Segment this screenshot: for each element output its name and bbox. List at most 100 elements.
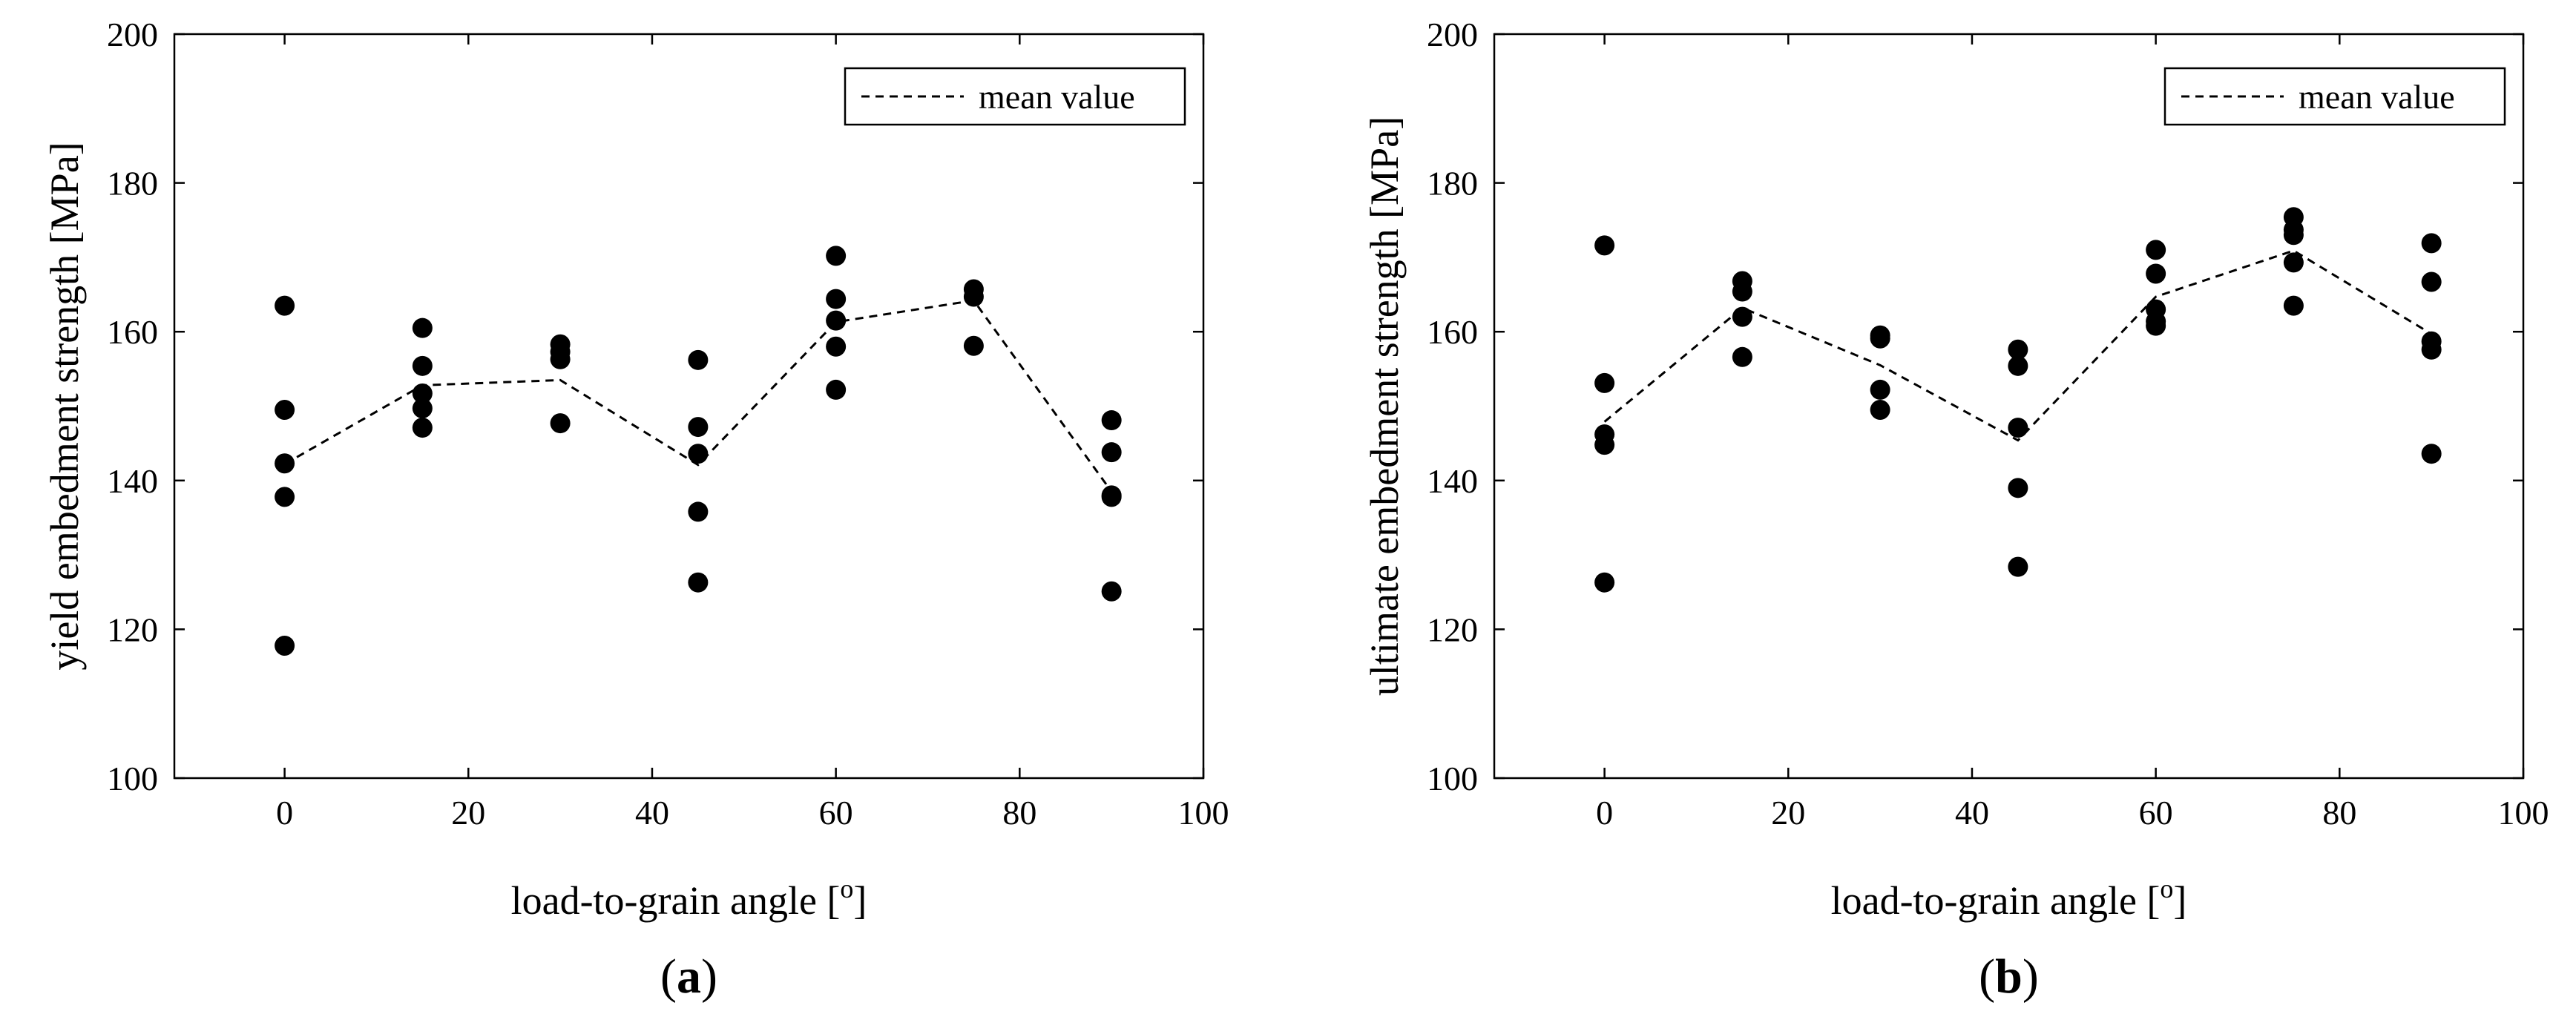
x-tick-label: 20 — [1771, 794, 1805, 832]
plot-frame — [173, 33, 1205, 780]
panel-label-open: ( — [1979, 949, 1995, 1004]
data-point — [1101, 442, 1122, 463]
data-point — [2146, 240, 2166, 260]
x-tick-label: 60 — [2139, 794, 2173, 832]
x-tick-label: 100 — [2498, 794, 2549, 832]
data-point — [275, 635, 295, 656]
data-point — [275, 453, 295, 474]
data-point — [2008, 478, 2028, 498]
data-point — [1870, 379, 1890, 400]
data-point — [2146, 315, 2166, 336]
panel-label-open: ( — [660, 949, 677, 1004]
panel-label: (b) — [1979, 949, 2039, 1004]
data-point — [688, 444, 709, 464]
y-tick-label: 180 — [1427, 165, 1478, 203]
legend-box — [844, 67, 1186, 126]
data-point — [1594, 235, 1615, 256]
x-axis-label-bracket: ] — [2173, 878, 2186, 923]
data-point — [2421, 271, 2442, 292]
panel-label-letter: b — [1995, 949, 2023, 1004]
y-tick-label: 120 — [1427, 610, 1478, 648]
x-tick-label: 80 — [2322, 794, 2356, 832]
panel-label-letter: a — [677, 949, 701, 1004]
data-point — [963, 335, 984, 356]
data-point — [1594, 572, 1615, 593]
data-point — [688, 572, 709, 593]
x-axis-label: load-to-grain angle [o] — [1831, 874, 2187, 923]
data-point — [826, 379, 847, 400]
y-tick-label: 200 — [1427, 16, 1478, 53]
data-point — [2421, 233, 2442, 254]
x-axis-label-superscript: o — [840, 874, 853, 903]
mean-value-line — [1603, 249, 2432, 442]
data-point — [826, 289, 847, 309]
x-tick-label: 0 — [1596, 794, 1613, 832]
data-point — [1870, 400, 1890, 421]
x-axis-label-text: load-to-grain angle [ — [511, 878, 841, 923]
x-tick-label: 40 — [1955, 794, 1989, 832]
x-axis-label-bracket: ] — [853, 878, 867, 923]
data-point — [1101, 487, 1122, 507]
x-axis-label-superscript: o — [2160, 874, 2173, 903]
plot-frame — [1493, 33, 2525, 780]
data-point — [2421, 444, 2442, 464]
y-tick-label: 160 — [107, 313, 158, 351]
data-point — [826, 310, 847, 331]
data-point — [550, 413, 571, 434]
y-tick-label: 140 — [1427, 462, 1478, 500]
panel-label-close: ) — [2023, 949, 2039, 1004]
panel-b: 0 20 40 60 80 100 100 120 140 160 180 200 load-to-gr… — [1362, 16, 2549, 1004]
data-point — [2283, 252, 2304, 273]
y-tick-label: 160 — [1427, 313, 1478, 351]
y-tick-label: 100 — [107, 760, 158, 797]
x-axis-label-text: load-to-grain angle [ — [1831, 878, 2161, 923]
data-point — [275, 295, 295, 316]
x-tick-label: 40 — [635, 794, 669, 832]
y-tick-label: 180 — [107, 165, 158, 203]
data-point — [2008, 556, 2028, 577]
data-point — [826, 336, 847, 357]
data-point — [412, 355, 433, 376]
data-point — [412, 398, 433, 419]
data-point — [688, 417, 709, 438]
y-tick-label: 200 — [107, 16, 158, 53]
data-point — [412, 383, 433, 404]
y-tick-label: 140 — [107, 462, 158, 500]
data-point — [2146, 263, 2166, 284]
y-tick-label: 120 — [107, 610, 158, 648]
data-point — [688, 349, 709, 370]
data-point — [275, 400, 295, 421]
data-point — [826, 246, 847, 266]
data-point — [2008, 355, 2028, 376]
x-tick-label: 60 — [819, 794, 853, 832]
data-point — [1732, 346, 1752, 367]
panel-label-close: ) — [701, 949, 717, 1004]
data-point — [688, 501, 709, 522]
data-point — [2283, 225, 2304, 246]
y-axis-label: yield embedment strength [MPa] — [42, 142, 87, 670]
panel-label: (a) — [660, 949, 717, 1004]
panel-a: 0 20 40 60 80 100 100 120 140 160 180 200 load-to-gr… — [42, 16, 1229, 1004]
data-point — [550, 349, 571, 369]
data-point — [1732, 306, 1752, 327]
x-tick-label: 100 — [1178, 794, 1229, 832]
legend-label: mean value — [2299, 78, 2455, 116]
y-tick-label: 100 — [1427, 760, 1478, 797]
data-point — [2008, 339, 2028, 360]
data-point — [275, 487, 295, 507]
data-point — [2283, 295, 2304, 316]
data-point — [1101, 410, 1122, 431]
data-point — [1594, 435, 1615, 455]
y-axis-label: ultimate embedment strength [MPa] — [1362, 116, 1407, 696]
data-point — [412, 317, 433, 338]
data-point — [2008, 418, 2028, 438]
data-point — [1870, 328, 1890, 349]
legend-box — [2163, 67, 2506, 126]
x-tick-label: 0 — [276, 794, 293, 832]
data-point — [412, 418, 433, 438]
data-point — [2421, 339, 2442, 360]
x-tick-label: 20 — [451, 794, 485, 832]
data-point — [1594, 372, 1615, 393]
data-point — [1101, 581, 1122, 602]
